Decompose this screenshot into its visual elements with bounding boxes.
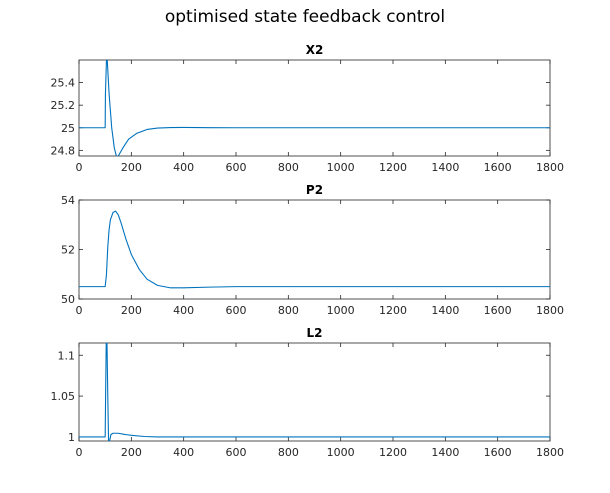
x-tick-label: 400 xyxy=(173,161,194,174)
y-tick-label: 25 xyxy=(61,122,75,135)
x-tick-label: 1800 xyxy=(536,446,564,459)
x-tick-label: 0 xyxy=(76,161,83,174)
y-tick-label: 52 xyxy=(61,244,75,257)
axes-box xyxy=(78,59,551,157)
x-tick-label: 0 xyxy=(76,304,83,317)
subplot-title: L2 xyxy=(307,326,323,340)
x-tick-label: 1400 xyxy=(431,446,459,459)
x-tick-label: 800 xyxy=(278,304,299,317)
x-tick-label: 1600 xyxy=(484,304,512,317)
x-tick-label: 1200 xyxy=(379,161,407,174)
x-tick-label: 800 xyxy=(278,161,299,174)
y-tick-label: 1.05 xyxy=(51,390,76,403)
x-tick-label: 1200 xyxy=(379,304,407,317)
x-tick-label: 600 xyxy=(226,446,247,459)
series-line-l2 xyxy=(79,343,550,441)
subplot-l2: L2 0 200 400 600 800 1000 1200 1400 1600 1800 1 1.05… xyxy=(51,326,565,459)
x-tick-label: 1400 xyxy=(431,161,459,174)
x-tick-label: 1800 xyxy=(536,161,564,174)
y-tick-label: 54 xyxy=(61,194,75,207)
axes-box xyxy=(78,199,551,300)
subplot-title: P2 xyxy=(306,183,323,197)
x-tick-label: 1400 xyxy=(431,304,459,317)
x-tick-label: 1000 xyxy=(327,446,355,459)
x-tick-label: 1000 xyxy=(327,304,355,317)
y-tick-label: 24.8 xyxy=(51,144,76,157)
subplot-title: X2 xyxy=(306,43,324,57)
x-tick-label: 400 xyxy=(173,446,194,459)
series-line-p2 xyxy=(79,210,550,289)
y-tick-label: 1 xyxy=(68,431,75,444)
y-tick-label: 25.4 xyxy=(51,77,76,90)
x-tick-label: 200 xyxy=(121,161,142,174)
x-tick-label: 1200 xyxy=(379,446,407,459)
y-tick-label: 25.2 xyxy=(51,99,76,112)
subplot-p2: P2 0 200 400 600 800 1000 1200 1400 1600 1800 50 52 5… xyxy=(61,183,564,317)
x-tick-label: 200 xyxy=(121,304,142,317)
subplot-x2: X2 0 200 400 600 800 1000 1200 1400 1600 1800 24.8 2… xyxy=(51,43,565,174)
x-tick-label: 600 xyxy=(226,161,247,174)
x-tick-label: 800 xyxy=(278,446,299,459)
x-tick-label: 1800 xyxy=(536,304,564,317)
figure-title: optimised state feedback control xyxy=(164,7,446,27)
x-tick-label: 600 xyxy=(226,304,247,317)
x-tick-label: 400 xyxy=(173,304,194,317)
series-line-x2 xyxy=(79,60,550,156)
x-tick-label: 200 xyxy=(121,446,142,459)
y-tick-label: 50 xyxy=(61,293,75,306)
axes-box xyxy=(78,342,551,442)
x-tick-label: 1000 xyxy=(327,161,355,174)
x-tick-label: 0 xyxy=(76,446,83,459)
x-tick-label: 1600 xyxy=(484,446,512,459)
y-tick-label: 1.1 xyxy=(58,349,76,362)
x-tick-label: 1600 xyxy=(484,161,512,174)
